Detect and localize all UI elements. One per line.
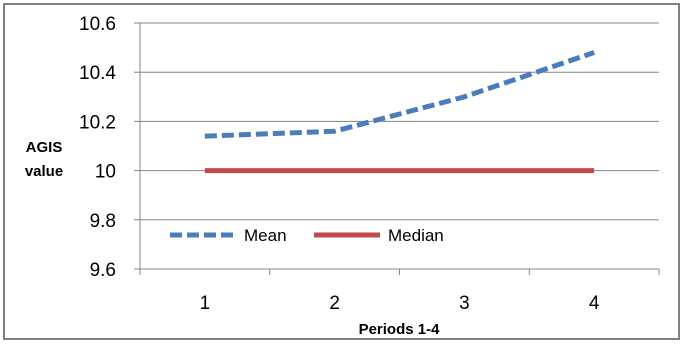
y-tick-label: 9.8 [90,211,116,232]
series-lines [204,50,595,174]
y-tick-labels: 9.6 9.8 10 10.2 10.4 10.6 [79,14,116,281]
y-tick-label: 10.6 [79,14,116,35]
x-tick-label: 1 [200,293,211,314]
y-tick-label: 9.6 [90,260,116,281]
series-line-mean [204,50,595,139]
x-tick-label: 3 [459,293,470,314]
legend-label-mean: Mean [244,226,287,245]
y-tick-label: 10.2 [79,112,116,133]
y-tick-label: 10 [95,162,116,183]
x-tick-label: 4 [589,293,600,314]
legend-label-median: Median [388,226,444,245]
x-tick-label: 2 [329,293,340,314]
y-axis-title-line-1: AGIS [26,139,63,156]
x-tick-labels: 1 2 3 4 [200,293,600,314]
y-axis-title-line-2: value [25,163,63,180]
x-axis-title: Periods 1-4 [359,321,441,338]
axes [139,23,659,270]
legend: Mean Median [170,226,444,245]
y-tick-label: 10.4 [79,63,116,84]
gridlines [134,22,660,275]
